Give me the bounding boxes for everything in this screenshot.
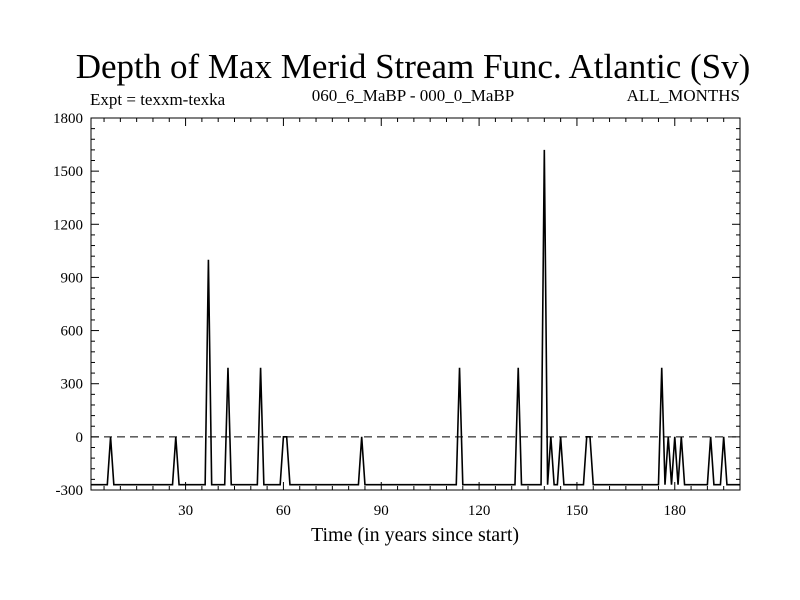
x-tick-label: 60 [276, 503, 291, 519]
axes-group: -300 0 300 600 900 1200 1500 1800 30 60 90 120 150 18… [53, 111, 741, 519]
y-tick-label: 1800 [53, 111, 83, 127]
x-tick-label: 150 [566, 503, 589, 519]
y-tick-label: 0 [76, 430, 84, 446]
y-tick-label: 600 [61, 324, 84, 340]
y-tick-label: 1200 [53, 217, 83, 233]
y-tick-label: 900 [61, 270, 84, 286]
y-tick-label: 1500 [53, 164, 83, 180]
chart-subtitle-right: ALL_MONTHS [627, 86, 740, 105]
series-group [91, 149, 740, 486]
y-tick-label: 300 [61, 377, 84, 393]
plot-frame [90, 117, 741, 491]
series-line [91, 149, 740, 486]
x-tick-label: 90 [374, 503, 389, 519]
x-tick-label: 30 [178, 503, 193, 519]
x-tick-label: 180 [664, 503, 687, 519]
chart-subtitle-left: Expt = texxm-texka [90, 90, 226, 109]
chart-subtitle-center: 060_6_MaBP - 000_0_MaBP [312, 86, 514, 105]
x-axis-label: Time (in years since start) [311, 524, 519, 546]
x-tick-label: 120 [468, 503, 491, 519]
chart-title: Depth of Max Merid Stream Func. Atlantic… [76, 47, 751, 86]
y-tick-label: -300 [56, 483, 84, 499]
